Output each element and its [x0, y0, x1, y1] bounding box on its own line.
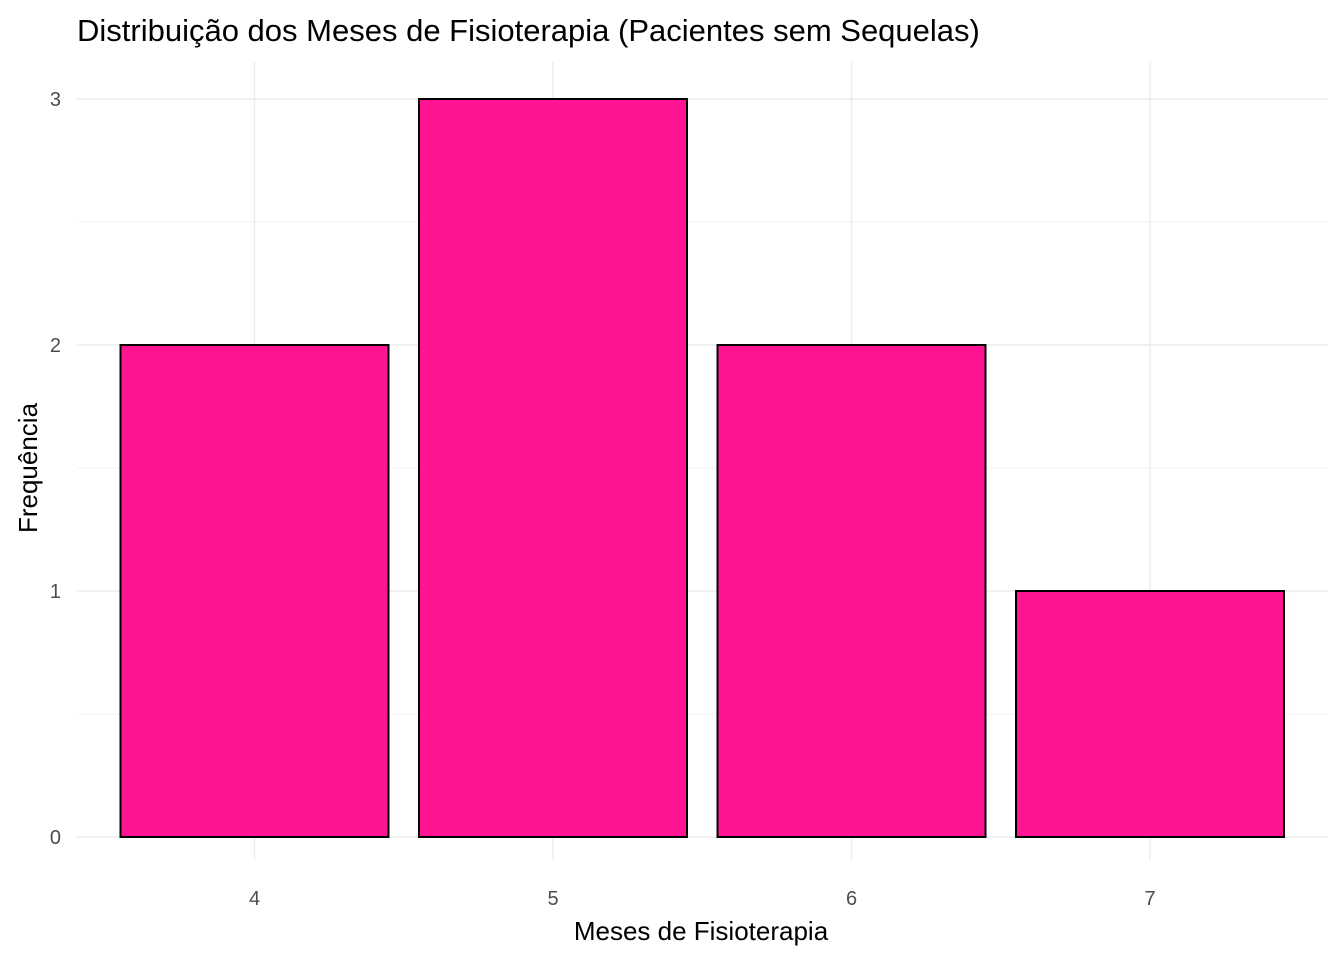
- bar: [716, 344, 987, 838]
- y-tick-label: 2: [50, 335, 61, 357]
- x-axis-ticks: 4 5 6 7: [249, 888, 1156, 910]
- y-tick-label: 1: [50, 581, 61, 603]
- chart-title: Distribuição dos Meses de Fisioterapia (…: [77, 13, 980, 48]
- y-tick-label: 3: [50, 89, 61, 111]
- x-axis-title: Meses de Fisioterapia: [574, 916, 829, 946]
- y-axis-title: Frequência: [13, 402, 43, 533]
- y-tick-label: 0: [50, 827, 61, 849]
- bars: [119, 98, 1285, 838]
- bar: [119, 344, 390, 838]
- x-tick-label: 5: [547, 888, 558, 910]
- y-axis-ticks: 0 1 2 3: [50, 89, 61, 849]
- x-tick-label: 6: [846, 888, 857, 910]
- bar: [418, 98, 688, 838]
- bar: [1015, 590, 1285, 838]
- x-tick-label: 4: [249, 888, 260, 910]
- x-tick-label: 7: [1144, 888, 1155, 910]
